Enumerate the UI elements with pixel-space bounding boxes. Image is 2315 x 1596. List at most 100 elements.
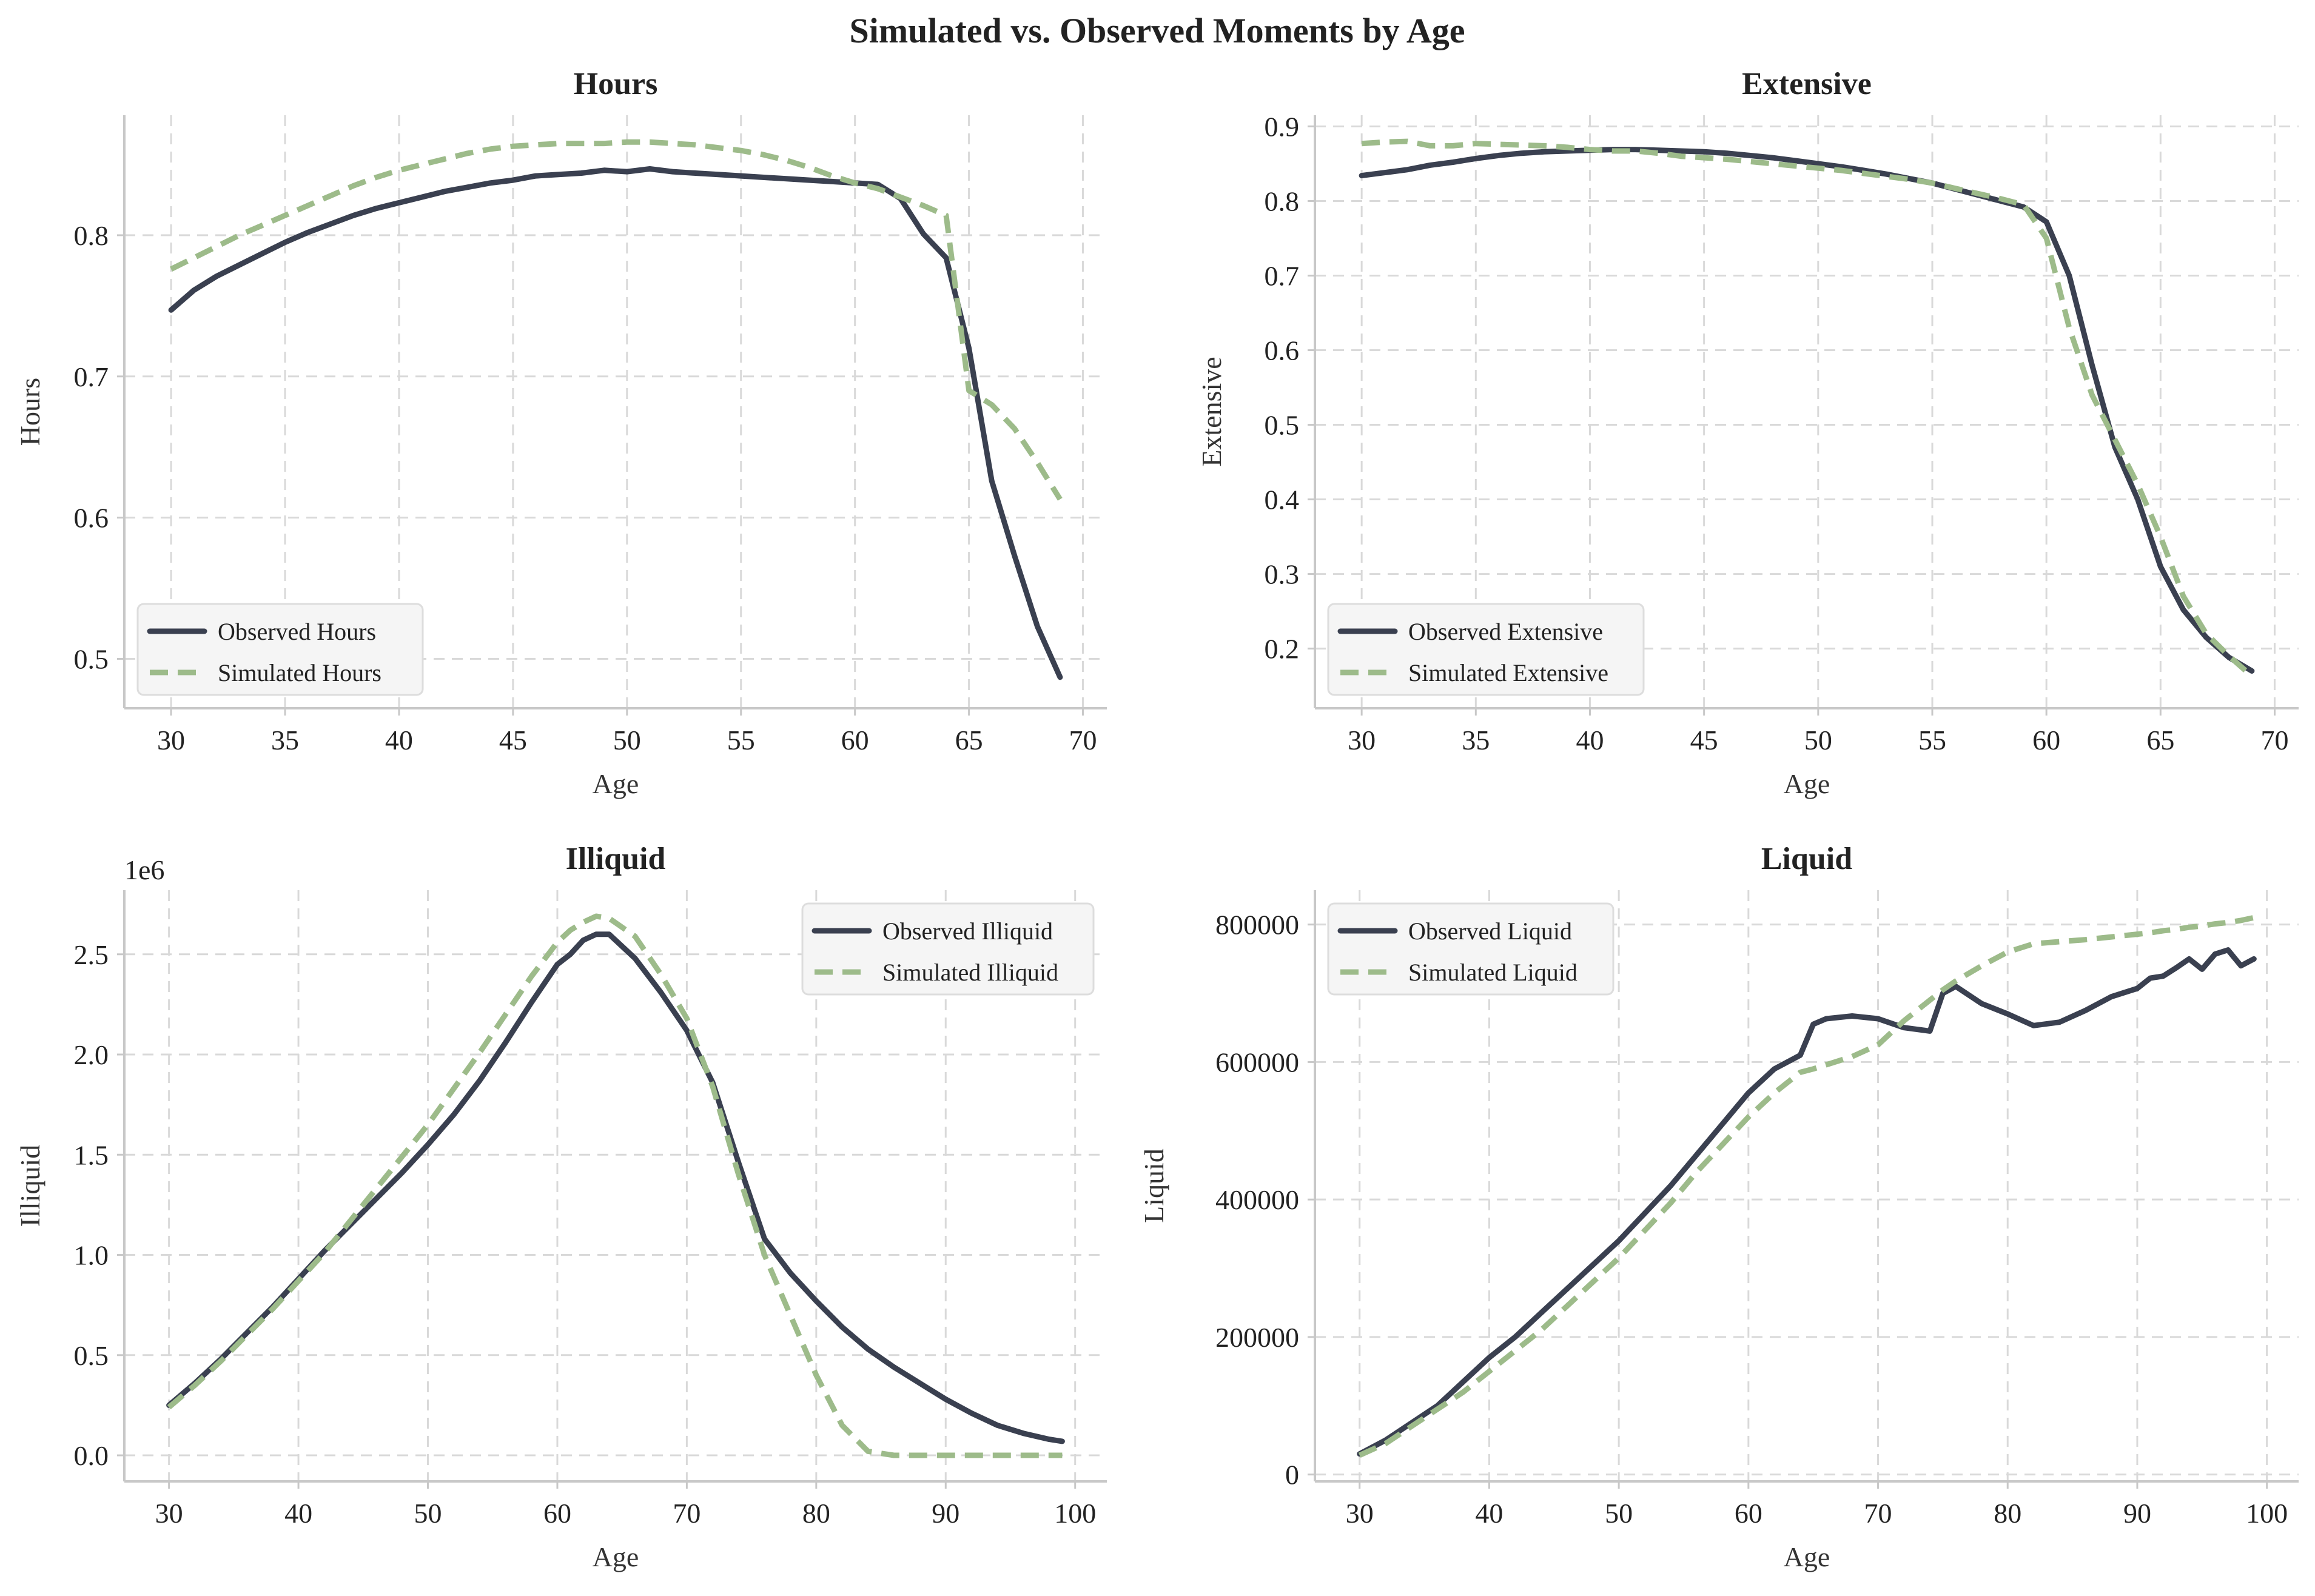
- liquid-series-observed-line: [1357, 947, 2257, 1457]
- hours-ytick-label: 0.7: [74, 361, 109, 392]
- hours-xtick-label: 70: [1069, 725, 1097, 756]
- illiquid-legend-box: [801, 902, 1095, 996]
- liquid-ylabel: Liquid: [1138, 1148, 1169, 1223]
- hours-ylabel: Hours: [15, 378, 45, 446]
- hours-xlabel: Age: [593, 768, 639, 799]
- illiquid-title: Illiquid: [566, 842, 666, 876]
- liquid-xlabel: Age: [1784, 1541, 1830, 1572]
- extensive-ytick-label: 0.7: [1265, 260, 1300, 291]
- illiquid-xtick-label: 30: [155, 1498, 183, 1529]
- hours-series-observed-line: [168, 166, 1063, 680]
- liquid-xtick-label: 40: [1475, 1498, 1503, 1529]
- hours-ytick-label: 0.6: [74, 503, 109, 534]
- extensive-xtick-label: 60: [2032, 725, 2060, 756]
- extensive-xtick-label: 40: [1576, 725, 1604, 756]
- hours-xtick-label: 50: [613, 725, 641, 756]
- extensive-xtick-label: 65: [2146, 725, 2174, 756]
- extensive-ytick-label: 0.9: [1265, 111, 1300, 142]
- illiquid-legend-label: Observed Illiquid: [882, 917, 1053, 945]
- liquid-ytick-label: 800000: [1215, 910, 1299, 941]
- liquid-xtick-label: 80: [1994, 1498, 2021, 1529]
- hours-legend-label: Observed Hours: [218, 618, 376, 645]
- illiquid-xtick-label: 40: [284, 1498, 312, 1529]
- extensive-legend: Observed Extensive Simulated Extensive: [1327, 603, 1645, 696]
- hours-title: Hours: [574, 67, 658, 101]
- liquid-legend-label: Simulated Liquid: [1408, 959, 1577, 986]
- figure-title: Simulated vs. Observed Moments by Age: [850, 11, 1465, 50]
- extensive-ytick-label: 0.4: [1265, 485, 1300, 515]
- liquid-ytick-label: 600000: [1215, 1047, 1299, 1078]
- liquid-xtick-label: 90: [2123, 1498, 2151, 1529]
- hours-xtick-label: 55: [727, 725, 755, 756]
- extensive-title: Extensive: [1742, 67, 1872, 101]
- hours-legend-box: [136, 603, 424, 696]
- extensive-xtick-label: 70: [2260, 725, 2288, 756]
- hours-xtick-label: 40: [385, 725, 413, 756]
- extensive-ytick-label: 0.2: [1265, 634, 1300, 665]
- extensive-ytick-label: 0.6: [1265, 335, 1300, 366]
- extensive-legend-box: [1327, 603, 1645, 696]
- extensive-ytick-label: 0.3: [1265, 559, 1300, 590]
- extensive-series-observed-line: [1359, 147, 2255, 674]
- hours-xtick-label: 45: [499, 725, 527, 756]
- liquid-xtick-label: 60: [1735, 1498, 1762, 1529]
- liquid-ytick-label: 400000: [1215, 1184, 1299, 1215]
- extensive-xtick-label: 55: [1918, 725, 1946, 756]
- liquid-legend: Observed Liquid Simulated Liquid: [1327, 902, 1614, 996]
- extensive-xtick-label: 35: [1462, 725, 1490, 756]
- extensive-xtick-label: 50: [1804, 725, 1832, 756]
- hours-series-simulated-line: [170, 139, 1063, 501]
- illiquid-xtick-label: 50: [414, 1498, 442, 1529]
- illiquid-series-observed-line: [166, 931, 1065, 1444]
- extensive-ylabel: Extensive: [1196, 357, 1227, 466]
- illiquid-xtick-label: 60: [543, 1498, 571, 1529]
- illiquid-xlabel: Age: [593, 1541, 639, 1572]
- liquid-legend-box: [1327, 902, 1614, 996]
- hours-ytick-label: 0.8: [74, 220, 109, 251]
- illiquid-ytick-label: 0.5: [74, 1340, 109, 1371]
- illiquid-ytick-label: 2.5: [74, 939, 109, 970]
- extensive-ytick-label: 0.8: [1265, 186, 1300, 216]
- illiquid-xtick-label: 80: [802, 1498, 830, 1529]
- hours-legend: Observed Hours Simulated Hours: [136, 603, 424, 696]
- panel-illiquid: 30 40 50 60 70 80 90 100 0.0 0.5 1.0 1.5 2.0 2.5 1e6 Il…: [15, 842, 1107, 1572]
- illiquid-ytick-label: 0.0: [74, 1440, 109, 1471]
- extensive-xtick-label: 30: [1348, 725, 1376, 756]
- illiquid-legend: Observed Illiquid Simulated Illiquid: [801, 902, 1095, 996]
- liquid-xtick-label: 30: [1346, 1498, 1374, 1529]
- panel-extensive: 30 35 40 45 50 55 60 65 70 0.2 0.3 0.4 0.5 0.6 0.7 0.8 0…: [1196, 67, 2299, 799]
- liquid-xtick-label: 70: [1864, 1498, 1892, 1529]
- extensive-series-simulated-line: [1361, 138, 2254, 679]
- liquid-series-simulated-line: [1358, 914, 2255, 1458]
- liquid-ytick-label: 0: [1285, 1460, 1299, 1490]
- illiquid-ylabel: Illiquid: [15, 1145, 45, 1227]
- illiquid-series-simulated-line: [167, 913, 1063, 1458]
- illiquid-ytick-label: 1.0: [74, 1240, 109, 1271]
- liquid-title: Liquid: [1761, 842, 1852, 876]
- liquid-legend-label: Observed Liquid: [1408, 917, 1572, 945]
- extensive-legend-label: Simulated Extensive: [1408, 659, 1608, 686]
- illiquid-ytick-label: 1.5: [74, 1139, 109, 1170]
- extensive-ytick-label: 0.5: [1265, 410, 1300, 441]
- liquid-xtick-label: 50: [1605, 1498, 1633, 1529]
- hours-xtick-label: 30: [157, 725, 185, 756]
- extensive-xlabel: Age: [1784, 768, 1830, 799]
- hours-xtick-label: 35: [271, 725, 299, 756]
- extensive-legend-label: Observed Extensive: [1408, 618, 1603, 645]
- liquid-ytick-label: 200000: [1215, 1322, 1299, 1353]
- hours-legend-label: Simulated Hours: [218, 659, 381, 686]
- hours-xtick-label: 65: [955, 725, 983, 756]
- liquid-xtick-label: 100: [2246, 1498, 2288, 1529]
- illiquid-xtick-label: 70: [673, 1498, 701, 1529]
- illiquid-xtick-label: 90: [932, 1498, 959, 1529]
- illiquid-xtick-label: 100: [1054, 1498, 1096, 1529]
- illiquid-ytick-label: 2.0: [74, 1039, 109, 1070]
- hours-ytick-label: 0.5: [74, 644, 109, 675]
- illiquid-offset-text: 1e6: [124, 854, 164, 885]
- illiquid-legend-label: Simulated Illiquid: [882, 959, 1058, 986]
- panel-hours: 30 35 40 45 50 55 60 65 70 0.5 0.6 0.7 0.8 Hours Age Ho…: [15, 67, 1107, 799]
- extensive-xtick-label: 45: [1690, 725, 1718, 756]
- hours-xtick-label: 60: [841, 725, 869, 756]
- panel-liquid: 30 40 50 60 70 80 90 100 0 200000 400000 600000 8000…: [1138, 842, 2299, 1572]
